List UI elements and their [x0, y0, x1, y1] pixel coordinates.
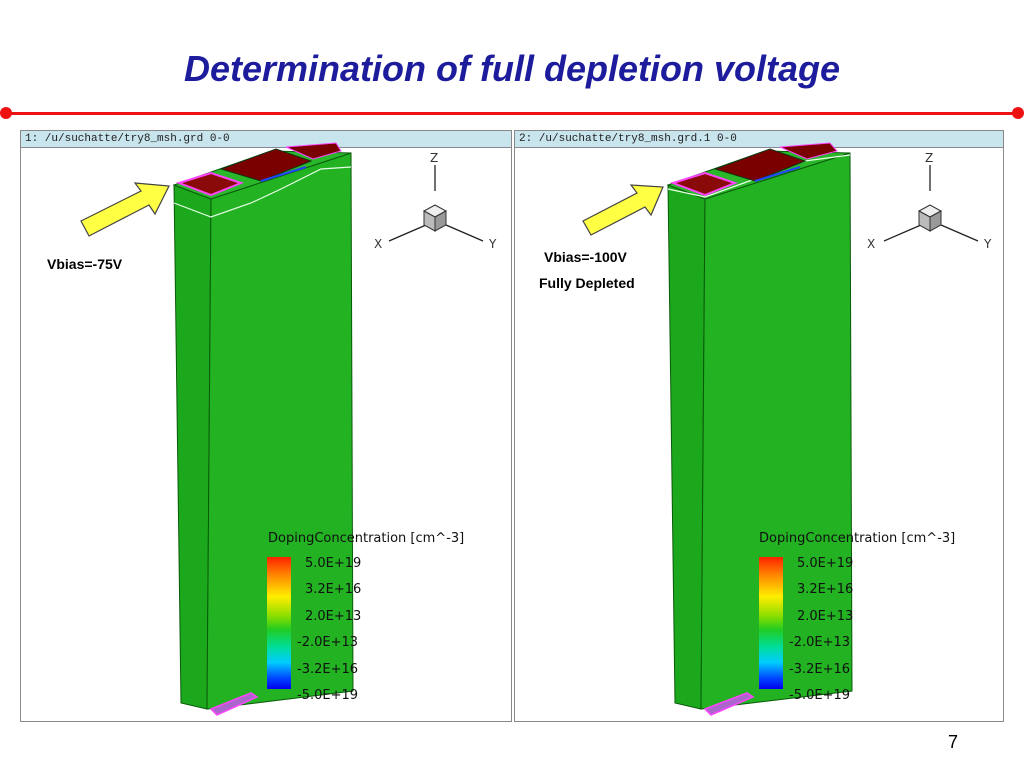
legend-tick: -3.2E+16 — [789, 662, 851, 677]
axis-label-y: Y — [489, 237, 497, 251]
axis-label-z: Z — [925, 151, 934, 165]
axis-label-z: Z — [430, 151, 439, 165]
divider-end-left — [0, 107, 12, 119]
legend-colorbar — [759, 557, 783, 689]
y-axis-line — [940, 224, 979, 242]
device-3d-view — [582, 142, 979, 716]
legend-title: DopingConcentration [cm^-3] — [268, 531, 465, 546]
axis-label-y: Y — [984, 237, 992, 251]
electrode-pad — [219, 148, 313, 182]
backside-contact — [209, 692, 259, 716]
slide-title: Determination of full depletion voltage — [183, 48, 841, 89]
divider-end-right — [1012, 107, 1024, 119]
depletion-status-label: Fully Depleted — [539, 275, 635, 291]
legend-tick: 2.0E+13 — [797, 609, 854, 624]
yellow-arrow-icon — [80, 182, 170, 237]
device-3d-view — [80, 142, 484, 716]
yellow-arrow-icon — [582, 184, 664, 236]
legend-tick: 3.2E+16 — [305, 582, 362, 597]
axis-cube-right — [434, 210, 447, 232]
axis-cube-right — [929, 210, 942, 232]
legend-title: DopingConcentration [cm^-3] — [759, 531, 956, 546]
electrode-pad — [779, 142, 838, 160]
legend-colorbar — [267, 557, 291, 689]
legend-tick: -3.2E+16 — [297, 662, 359, 677]
legend-tick: 2.0E+13 — [305, 609, 362, 624]
electrode-strip — [260, 166, 307, 182]
x-axis-line — [388, 224, 427, 242]
legend-tick: 5.0E+19 — [305, 556, 362, 571]
y-axis-line — [445, 224, 484, 242]
simulation-panel-2: 2: /u/suchatte/try8_msh.grd.1 0-0 Z X Y … — [514, 130, 1004, 722]
axis-label-x: X — [867, 237, 876, 251]
electrode-pad — [713, 148, 807, 182]
device-front-face — [667, 184, 706, 710]
page-number: 7 — [948, 732, 959, 752]
x-axis-line — [883, 224, 922, 242]
legend-tick: -2.0E+13 — [297, 635, 359, 650]
depletion-boundary — [173, 166, 352, 218]
legend-tick: -2.0E+13 — [789, 635, 851, 650]
device-front-face — [173, 184, 212, 710]
electrode-strip — [754, 166, 801, 182]
panel-header: 1: /u/suchatte/try8_msh.grd 0-0 — [21, 131, 511, 148]
legend-tick: 3.2E+16 — [797, 582, 854, 597]
legend-tick: 5.0E+19 — [797, 556, 854, 571]
legend-tick: -5.0E+19 — [789, 688, 851, 703]
title-divider — [6, 112, 1018, 115]
electrode-pad — [669, 171, 738, 197]
legend-tick: -5.0E+19 — [297, 688, 359, 703]
simulation-panel-1: 1: /u/suchatte/try8_msh.grd 0-0 Z X Y Vb… — [20, 130, 512, 722]
axis-label-x: X — [374, 237, 383, 251]
electrode-pad — [285, 142, 342, 160]
bias-label: Vbias=-75V — [47, 256, 123, 272]
backside-contact — [703, 692, 755, 716]
bias-label: Vbias=-100V — [544, 249, 627, 265]
electrode-pad — [175, 171, 244, 197]
panel-header: 2: /u/suchatte/try8_msh.grd.1 0-0 — [515, 131, 1003, 148]
